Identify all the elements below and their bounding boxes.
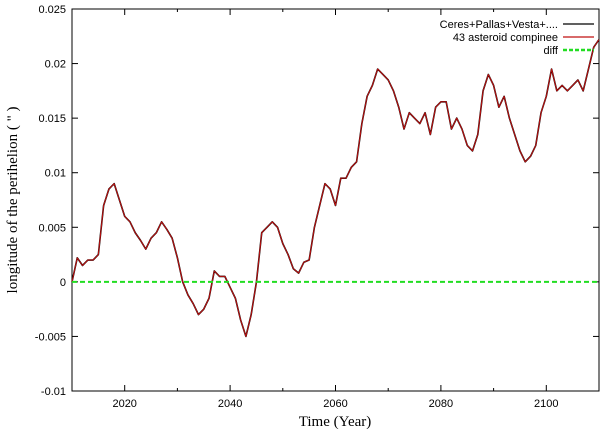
x-tick-label: 2040 <box>218 398 242 410</box>
x-axis-title: Time (Year) <box>299 414 372 430</box>
x-tick-label: 2060 <box>323 398 347 410</box>
series-line-2 <box>71 39 600 337</box>
y-tick-label: 0.005 <box>38 222 66 234</box>
series-line-1 <box>71 39 600 338</box>
legend-label: 43 asteroid compinee <box>453 32 558 44</box>
tick-labels: 2020 2040 2060 2080 2100 -0.01 -0.005 0 0.005 0.0… <box>35 4 559 410</box>
x-tick-label: 2100 <box>534 398 558 410</box>
y-tick-label: -0.005 <box>35 331 66 343</box>
y-tick-label: 0 <box>60 277 66 289</box>
series-layer <box>71 39 600 338</box>
x-tick-label: 2020 <box>112 398 136 410</box>
axis-ticks <box>71 8 600 392</box>
legend-label: Ceres+Pallas+Vesta+.... <box>440 19 558 31</box>
x-tick-label: 2080 <box>429 398 453 410</box>
y-tick-label: 0.025 <box>38 4 66 16</box>
plot-frame <box>71 8 600 392</box>
y-tick-label: 0.02 <box>45 59 66 71</box>
legend: Ceres+Pallas+Vesta+....43 asteroid compi… <box>440 19 594 57</box>
y-tick-label: 0.015 <box>38 113 66 125</box>
y-tick-label: -0.01 <box>41 386 66 398</box>
legend-label: diff <box>544 45 559 57</box>
y-axis-title: longitude of the perihelion ( " ) <box>5 107 21 294</box>
y-tick-label: 0.01 <box>45 168 66 180</box>
